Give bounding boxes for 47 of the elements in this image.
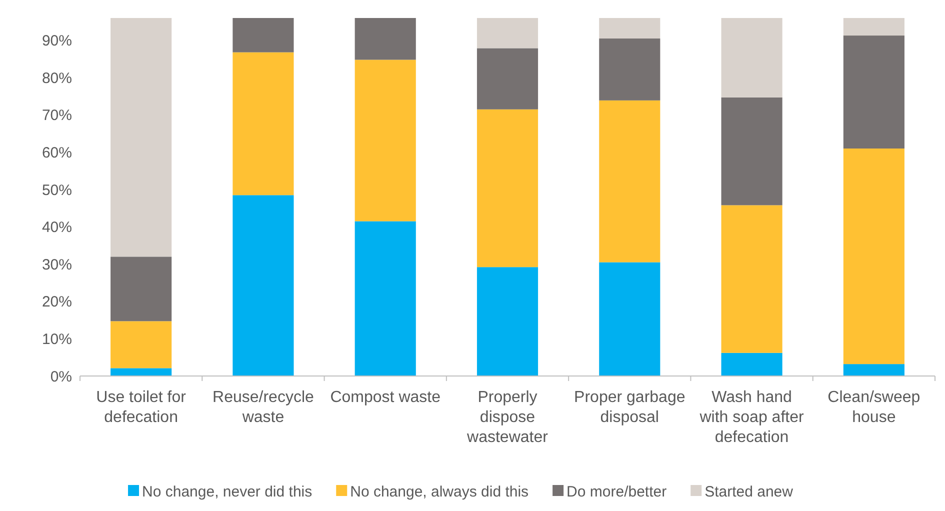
bar xyxy=(232,195,294,376)
y-tick-label: 10% xyxy=(42,330,72,348)
bar xyxy=(843,36,904,149)
bar xyxy=(354,60,416,222)
bar xyxy=(476,267,538,376)
bar xyxy=(721,18,782,98)
bar xyxy=(599,18,660,39)
bar xyxy=(721,352,782,376)
bar xyxy=(476,48,538,110)
y-tick-label: 50% xyxy=(42,182,72,199)
bar xyxy=(232,52,294,196)
y-tick-label: 60% xyxy=(42,144,72,162)
y-tick-label: 90% xyxy=(42,32,72,50)
bar xyxy=(843,364,904,376)
y-tick-label: 70% xyxy=(42,107,72,124)
bar xyxy=(599,262,660,376)
bar xyxy=(110,368,172,376)
bar xyxy=(721,97,782,206)
y-tick-label: 0% xyxy=(50,368,72,386)
y-tick-label: 30% xyxy=(42,256,72,274)
legend-label: No change, always did this xyxy=(350,483,529,500)
x-tick-label: Properly dispose wastewater xyxy=(466,389,549,446)
legend-label: Do more/better xyxy=(566,483,667,500)
legend-label: No change, never did this xyxy=(142,483,312,500)
x-tick-label: Wash hand with soap after defecation xyxy=(698,389,804,446)
bar xyxy=(599,100,660,262)
bar xyxy=(476,109,538,268)
y-tick-label: 40% xyxy=(42,219,72,236)
bar xyxy=(354,18,416,60)
bar xyxy=(599,38,660,100)
bar xyxy=(354,221,416,376)
bar xyxy=(721,205,782,353)
bar xyxy=(110,321,172,368)
x-tick-label: Use toilet for defecation xyxy=(96,389,187,426)
x-tick-label: Compost waste xyxy=(330,389,441,406)
y-tick-label: 20% xyxy=(42,294,72,311)
bar xyxy=(110,256,172,322)
bar xyxy=(110,18,172,257)
x-tick-label: Proper garbage disposal xyxy=(574,389,686,426)
y-tick-label: 80% xyxy=(42,70,72,87)
bar xyxy=(843,18,904,36)
bar xyxy=(843,148,904,364)
x-tick-label: Clean/sweep house xyxy=(828,389,920,426)
bar xyxy=(476,18,538,48)
bar xyxy=(232,18,294,52)
legend-label: Started anew xyxy=(704,483,794,500)
x-tick-label: Reuse/recycle waste xyxy=(212,389,314,426)
